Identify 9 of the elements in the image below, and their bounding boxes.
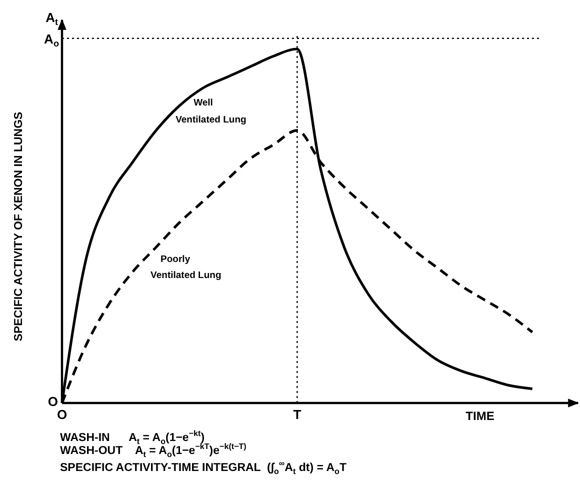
annotation: O — [48, 394, 58, 409]
series-label: Poorly Ventilated Lung — [150, 254, 222, 282]
text: A$_{t}$ — [46, 10, 58, 27]
text: SPECIFIC ACTIVITY-TIME INTEGRAL (∫$_{o}$$^{∞}$A$_{t}$ dt) = A$_{o}$T — [60, 459, 346, 476]
series-label: Well Ventilated Lung — [176, 98, 247, 126]
y-axis-title: SPECIFIC ACTIVITY OF XENON IN LUNGS — [13, 111, 25, 342]
x-axis-title: TIME — [466, 409, 494, 423]
ref-line-label: A$_{o}$ — [44, 31, 60, 48]
x-tick-label: T — [293, 407, 302, 422]
